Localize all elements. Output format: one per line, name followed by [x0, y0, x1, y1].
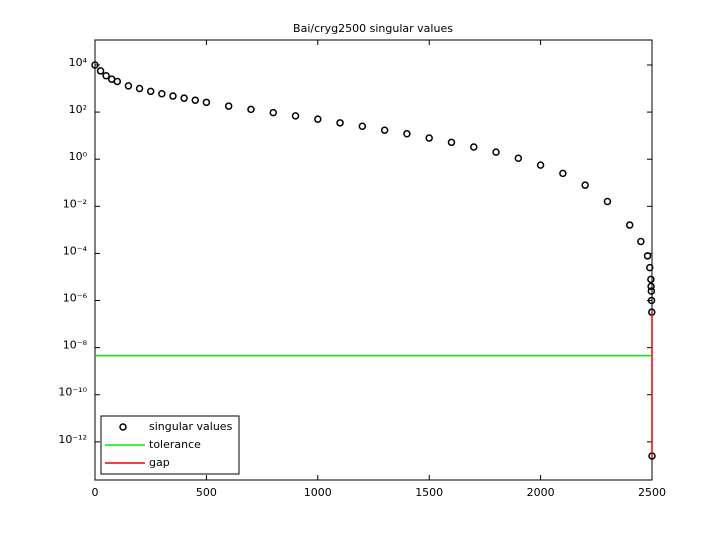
- data-point: [425, 134, 433, 142]
- y-tick-label: 10⁻¹⁰: [58, 386, 87, 399]
- x-tick-label: 1500: [415, 486, 443, 499]
- data-point: [336, 119, 344, 127]
- data-point: [146, 87, 155, 96]
- data-point: [603, 197, 612, 206]
- data-point: [269, 108, 277, 117]
- data-point: [647, 287, 656, 295]
- data-point: [291, 112, 300, 120]
- data-point: [124, 82, 133, 90]
- data-point: [514, 154, 523, 162]
- data-point: [169, 92, 177, 100]
- x-tick-label: 2000: [527, 486, 555, 499]
- data-point: [470, 143, 478, 151]
- data-point: [202, 98, 211, 107]
- legend-label: singular values: [149, 420, 233, 433]
- data-point: [625, 221, 634, 229]
- data-point: [91, 61, 99, 69]
- data-point: [646, 263, 654, 272]
- y-tick-label: 10⁻⁶: [63, 292, 88, 305]
- data-point: [96, 67, 105, 75]
- data-point: [191, 96, 200, 104]
- y-tick-label: 10⁻⁸: [63, 339, 88, 352]
- data-point: [247, 105, 255, 114]
- data-point: [224, 102, 233, 110]
- data-point: [647, 282, 655, 291]
- x-tick-label: 2500: [638, 486, 666, 499]
- x-tick-label: 1000: [304, 486, 332, 499]
- y-tick-label: 10⁻⁴: [63, 244, 88, 257]
- plot-area: [94, 39, 653, 481]
- data-point: [492, 148, 500, 156]
- legend-marker: [119, 423, 127, 431]
- data-point: [647, 275, 655, 284]
- data-point: [536, 161, 545, 169]
- data-point: [135, 84, 144, 93]
- legend-label: tolerance: [149, 438, 201, 451]
- x-tick-label: 500: [196, 486, 217, 499]
- x-tick-label: 0: [92, 486, 99, 499]
- data-point: [647, 296, 656, 305]
- y-tick-label: 10⁰: [69, 150, 88, 163]
- data-point: [559, 169, 567, 178]
- data-point: [158, 90, 166, 98]
- data-point: [380, 126, 389, 134]
- data-point: [637, 237, 645, 246]
- data-point: [358, 122, 367, 131]
- data-point: [643, 252, 652, 260]
- y-tick-label: 10²: [69, 103, 87, 116]
- chart-title: Bai/cryg2500 singular values: [293, 22, 453, 35]
- data-point: [403, 130, 411, 138]
- data-point: [113, 77, 122, 86]
- data-point: [102, 71, 110, 80]
- data-point: [581, 181, 589, 189]
- y-tick-label: 10⁴: [69, 56, 88, 69]
- data-point: [314, 115, 322, 123]
- y-tick-label: 10⁻²: [63, 197, 87, 210]
- data-point: [447, 138, 456, 147]
- y-tick-label: 10⁻¹²: [58, 433, 87, 446]
- data-point: [180, 94, 188, 102]
- legend-label: gap: [149, 456, 170, 469]
